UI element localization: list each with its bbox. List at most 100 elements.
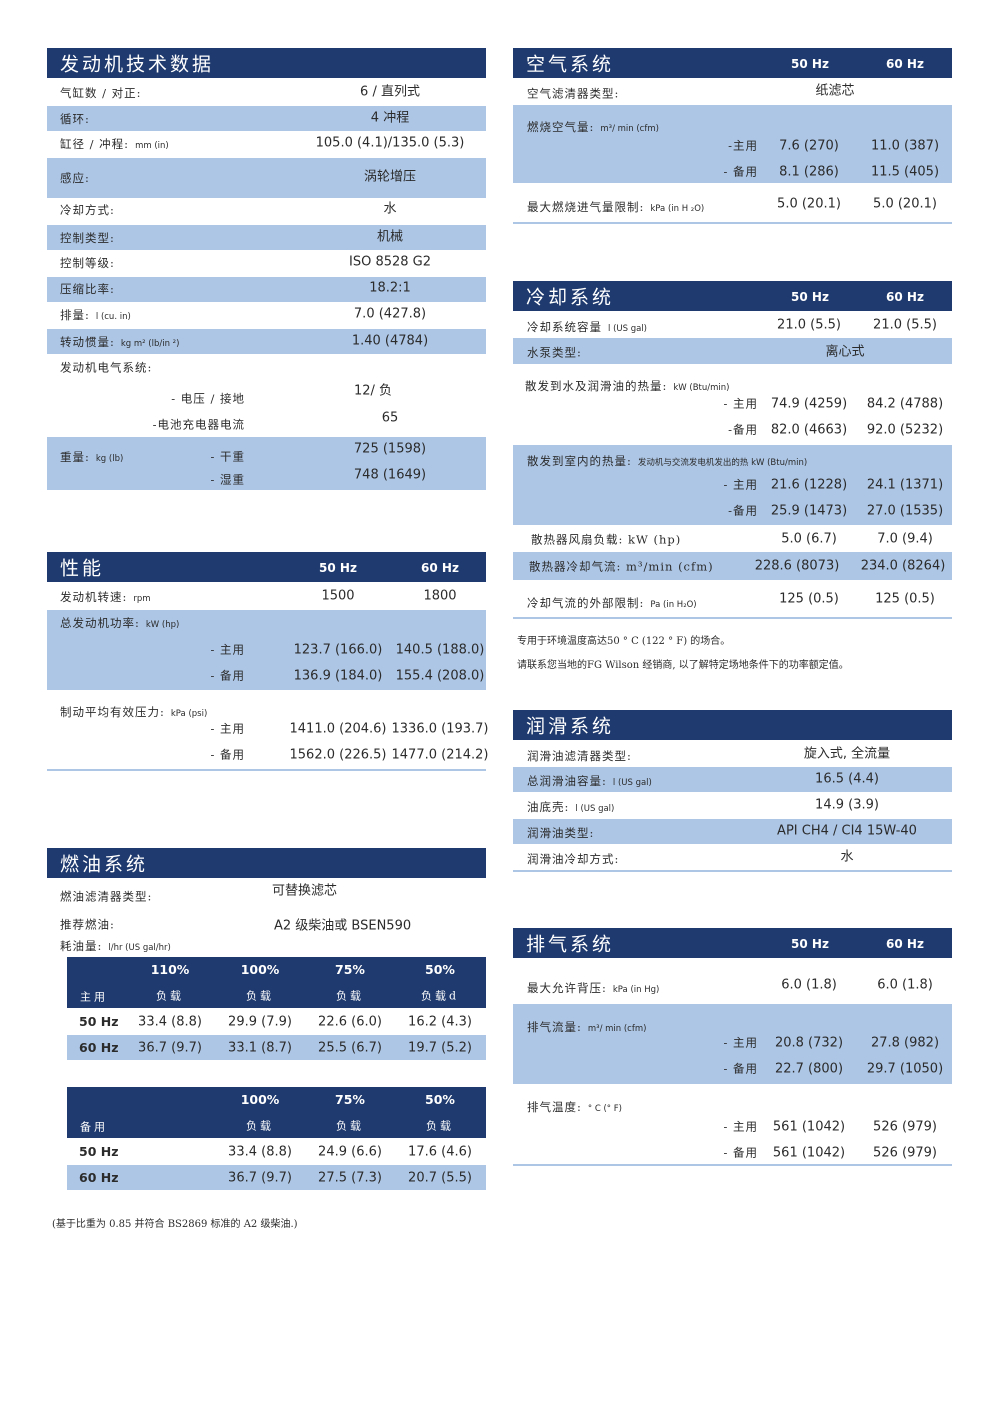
- speed-label: 发动机转速: rpm: [60, 591, 151, 604]
- text: 可替换滤芯: [272, 883, 338, 899]
- backpressure-label: 最大允许背压: kPa (in Hg): [527, 982, 659, 995]
- unit-label: l (cu. in): [95, 311, 131, 322]
- text: - 备用: [210, 668, 245, 683]
- text: 234.0 (8264): [860, 558, 946, 574]
- prime-label: - 主用: [210, 723, 245, 735]
- value-60hz: 27.0 (1535): [867, 505, 943, 518]
- text: 29.9 (7.9): [228, 1014, 292, 1030]
- text: 冷却方式:: [60, 202, 115, 217]
- air-filter-value: 纸滤芯: [815, 85, 854, 98]
- unit-label: kPa (psi): [170, 708, 208, 719]
- cooling-header: [513, 281, 952, 311]
- text: 旋入式, 全流量: [803, 746, 891, 762]
- text: 1500: [321, 588, 355, 604]
- text: - 备用: [723, 1061, 758, 1076]
- text: 7.6 (270): [779, 138, 839, 154]
- text: 散发到水及润滑油的热量:: [525, 378, 668, 393]
- text: 空气滤清器类型:: [527, 86, 620, 101]
- text: 12/ 负: [353, 383, 393, 399]
- text: 主用: [80, 990, 108, 1004]
- text: 燃油系统: [60, 853, 149, 876]
- value-60hz: 526 (979): [873, 1121, 937, 1134]
- text: 润滑油冷却方式:: [527, 851, 620, 866]
- voltage-value: 12/ 负: [354, 385, 392, 398]
- value-50hz: 561 (1042): [773, 1147, 845, 1160]
- hz60-label: 60 Hz: [886, 58, 924, 70]
- value-50hz: 21.6 (1228): [771, 479, 847, 492]
- text: 5.0 (20.1): [873, 196, 937, 212]
- hz60-label: 60 Hz: [886, 938, 924, 950]
- text: 36.7 (9.7): [138, 1040, 202, 1056]
- text: 50 Hz: [319, 561, 357, 575]
- text: 123.7 (166.0): [293, 642, 383, 658]
- value-50hz: 21.0 (5.5): [777, 319, 841, 332]
- standby-table-corner: 备用: [80, 1122, 108, 1133]
- text: - 备用: [723, 1145, 758, 1160]
- divider: [513, 1164, 952, 1166]
- text: 21.0 (5.5): [873, 317, 937, 333]
- unit-label: ° C (° F): [587, 1103, 622, 1114]
- value-50hz: 7.6 (270): [779, 140, 839, 153]
- divider: [513, 870, 952, 872]
- text: 发动机电气系统:: [60, 360, 153, 375]
- text: 84.2 (4788): [866, 396, 944, 412]
- engine-row-value: 水: [383, 203, 396, 216]
- fuel-footnote: (基于比重为 0.85 并符合 BS2869 标准的 A2 级柴油.): [52, 1220, 298, 1230]
- weight-label: 重量: kg (lb): [60, 451, 123, 464]
- text: 155.4 (208.0): [395, 668, 485, 684]
- lube-row-value: 14.9 (3.9): [815, 799, 879, 812]
- consumption-value: 33.4 (8.8): [138, 1016, 202, 1029]
- shaded-row: [47, 329, 486, 354]
- text: 制动平均有效压力:: [60, 704, 165, 719]
- prime-table-header: [67, 957, 486, 1008]
- text: 5.0 (6.7): [781, 531, 837, 547]
- load-percent: 75%: [335, 963, 365, 977]
- text: 1336.0 (193.7): [391, 721, 489, 737]
- engine-row-label: 气缸数 / 对正:: [60, 87, 148, 100]
- text: 气缸数 / 对正:: [60, 85, 142, 100]
- text: 19.7 (5.2): [408, 1040, 472, 1056]
- fuel-recommended-value: A2 级柴油或 BSEN590: [274, 920, 411, 933]
- value-50hz: 125 (0.5): [779, 593, 839, 606]
- prime-label: - 主用: [723, 398, 758, 410]
- engine-row-label: 控制类型:: [60, 232, 121, 245]
- engine-header: [47, 48, 486, 78]
- text: 1411.0 (204.6): [289, 721, 387, 737]
- value-60hz: 1477.0 (214.2): [392, 749, 489, 762]
- text: 散发到室内的热量:: [527, 453, 632, 468]
- text: 水: [383, 201, 397, 217]
- unit-label: kPa (in H ₂O): [650, 203, 705, 214]
- text: 50%: [425, 961, 455, 977]
- engine-row-value: 18.2:1: [369, 282, 411, 295]
- prime-label: -主用: [728, 140, 758, 152]
- text: 60 Hz: [886, 57, 924, 71]
- ext-restriction-label: 冷却气流的外部限制: Pa (in H₂O): [527, 597, 697, 610]
- text: 60 Hz: [79, 1039, 119, 1055]
- value-60hz: 24.1 (1371): [867, 479, 943, 492]
- value-50hz: 25.9 (1473): [771, 505, 847, 518]
- text: 发动机技术数据: [60, 53, 215, 76]
- standby-label: - 备用: [210, 670, 245, 682]
- text: 润滑油滤清器类型:: [527, 748, 632, 763]
- text: 6 / 直列式: [360, 84, 420, 100]
- text: 耗油量:: [60, 938, 103, 953]
- shaded-row: [513, 819, 952, 844]
- text: 7.0 (427.8): [353, 306, 427, 322]
- text: 1.40 (4784): [351, 333, 429, 349]
- text: 1800: [423, 588, 457, 604]
- text: 冷却系统: [526, 286, 615, 309]
- value-60hz: 21.0 (5.5): [873, 319, 937, 332]
- text: 125 (0.5): [779, 591, 839, 607]
- engine-row-value: 4 冲程: [371, 112, 409, 125]
- unit-label: 发动机与交流发电机发出的热 kW (Btu/min): [637, 457, 808, 468]
- text: 总润滑油容量:: [527, 773, 607, 788]
- value-50hz: 1562.0 (226.5): [290, 749, 387, 762]
- unit-label: l (US gal): [612, 777, 652, 788]
- value-50hz: 136.9 (184.0): [294, 670, 383, 683]
- performance-header: [47, 552, 486, 582]
- value-50hz: 20.8 (732): [775, 1037, 843, 1050]
- text: 推荐燃油:: [60, 917, 115, 932]
- text: 7.0 (9.4): [877, 531, 933, 547]
- text: 总发动机功率:: [60, 615, 140, 630]
